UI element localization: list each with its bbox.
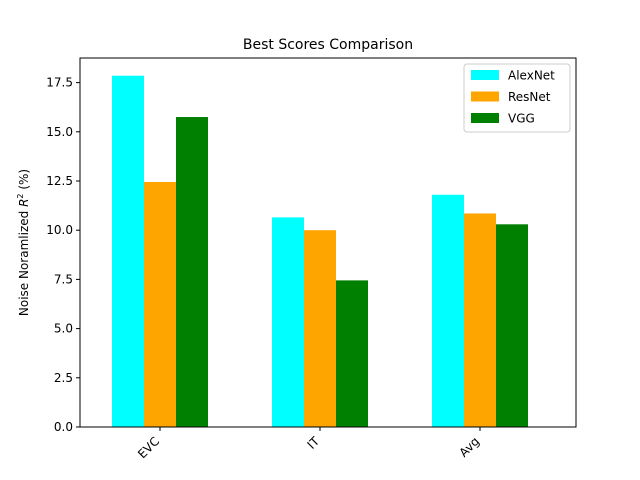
legend: AlexNet ResNet VGG (463, 63, 571, 133)
y-tick-label: 5.0 (54, 322, 73, 336)
legend-swatch-resnet (471, 91, 499, 102)
legend-swatch-alexnet (471, 70, 499, 80)
y-tick-label: 7.5 (54, 272, 73, 286)
legend-items: AlexNet ResNet VGG (471, 69, 555, 126)
plot-frame (79, 57, 577, 428)
x-tick-label-avg: Avg (456, 434, 482, 460)
y-tick-label: 10.0 (46, 223, 73, 237)
y-tick-label: 15.0 (46, 125, 73, 139)
legend-label-vgg: VGG (508, 112, 535, 126)
y-axis: 0.0 2.5 5.0 7.5 10.0 12.5 15.0 17.5 (46, 76, 80, 434)
legend-swatch-vgg (471, 113, 499, 123)
y-axis-label-prefix: Noise Noramlized (17, 207, 31, 316)
bar-alexnet-evc (112, 75, 144, 427)
bars-group (112, 75, 528, 427)
legend-label-alexnet: AlexNet (508, 69, 555, 83)
y-tick-label: 2.5 (54, 371, 73, 385)
y-axis-label: Noise Noramlized R2 (%) (16, 169, 31, 316)
y-axis-label-variable: R (17, 199, 31, 207)
y-axis-label-suffix: (%) (17, 169, 31, 194)
bar-resnet-it (304, 230, 336, 427)
bar-vgg-evc (176, 117, 208, 427)
x-axis: EVC IT Avg (135, 427, 482, 461)
y-tick-label: 0.0 (54, 420, 73, 434)
bar-vgg-it (336, 280, 368, 427)
chart-title: Best Scores Comparison (243, 37, 413, 53)
y-axis-label-superscript: 2 (16, 193, 25, 198)
bar-vgg-avg (496, 224, 528, 427)
bar-resnet-avg (464, 213, 496, 427)
bar-alexnet-it (272, 217, 304, 427)
legend-label-resnet: ResNet (508, 90, 551, 104)
x-tick-label-evc: EVC (135, 434, 162, 461)
y-tick-label: 17.5 (46, 76, 73, 90)
bar-alexnet-avg (432, 194, 464, 427)
x-tick-label-it: IT (305, 434, 323, 452)
y-tick-label: 12.5 (46, 174, 73, 188)
bar-resnet-evc (144, 181, 176, 427)
